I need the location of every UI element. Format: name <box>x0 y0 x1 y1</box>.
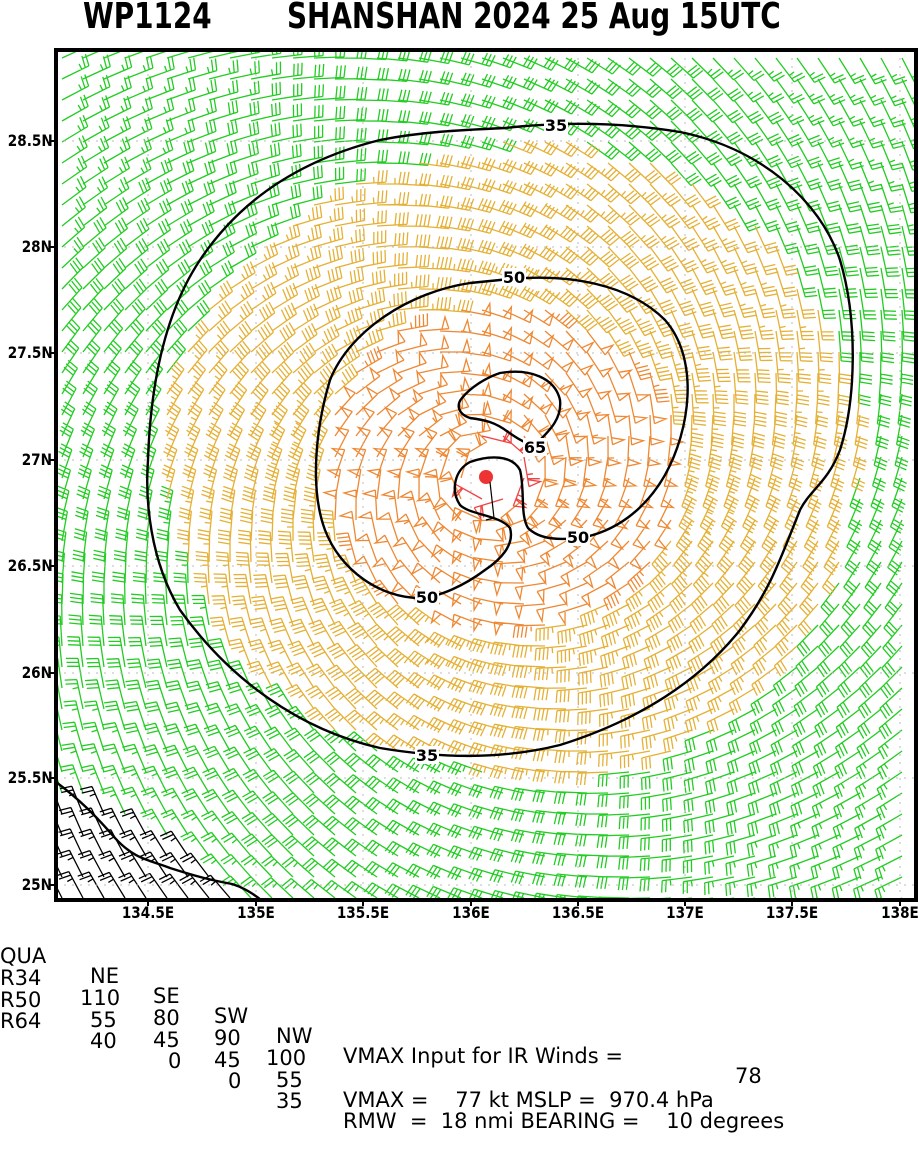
stats-r64-row: R64 40 0 0 35 RMW = 18 nmi BEARING = 10 … <box>0 991 784 1132</box>
r34-label: R34 <box>0 966 42 990</box>
plot-title: WP1124 SHANSHAN 2024 25 Aug 15UTC <box>0 0 919 40</box>
r34-sw: 90 <box>214 1026 241 1050</box>
plot-frame <box>54 48 918 902</box>
lat-label: 26N <box>21 663 52 682</box>
stats-r34-row: R34 110 80 90 100 <box>0 948 306 1069</box>
contours <box>56 122 854 900</box>
contour-50 <box>314 276 689 600</box>
lon-label: 136E <box>452 903 490 922</box>
center-track <box>485 481 495 521</box>
quadrant-ne: NE <box>90 964 119 988</box>
contour-label: 50 <box>567 528 589 547</box>
r64-ne: 40 <box>90 1029 117 1053</box>
contour-label: 50 <box>503 268 525 287</box>
axis-ticks <box>50 140 901 906</box>
vmax-ir-label: VMAX Input for IR Winds = <box>343 1044 623 1068</box>
quadrant-sw: SW <box>214 1004 249 1028</box>
contour-35 <box>146 122 854 758</box>
r64-label: R64 <box>0 1009 42 1033</box>
quadrant-label: QUA <box>0 944 47 968</box>
lat-label: 27.5N <box>7 343 53 362</box>
lat-label: 27N <box>21 450 52 469</box>
lat-label: 25N <box>21 875 52 894</box>
stats-r50-row: R50 55 45 45 55 VMAX = 77 kt MSLP = 970.… <box>0 970 714 1111</box>
lon-label: 137.5E <box>765 903 819 922</box>
storm-name-time: SHANSHAN 2024 25 Aug 15UTC <box>287 0 781 37</box>
storm-center-marker <box>479 470 493 484</box>
r50-nw: 55 <box>276 1068 303 1092</box>
stats-header-row: QUA NE SE SW NW VMAX Input for IR Winds … <box>0 926 762 1087</box>
lon-label: 136.5E <box>551 903 605 922</box>
vmax-mslp-text: VMAX = 77 kt MSLP = 970.4 hPa <box>343 1088 714 1112</box>
r64-se: 0 <box>168 1049 182 1073</box>
r50-se: 45 <box>153 1028 180 1052</box>
lon-label: 138E <box>881 903 919 922</box>
r34-nw: 100 <box>266 1046 307 1070</box>
r50-label: R50 <box>0 988 42 1012</box>
lon-label: 135.5E <box>336 903 390 922</box>
lat-label: 25.5N <box>7 768 53 787</box>
lon-label: 135E <box>237 903 275 922</box>
contour-labels: 35 35 50 50 50 65 <box>415 116 590 765</box>
r34-ne: 110 <box>80 986 121 1010</box>
wind-barb-map: 35 35 50 50 50 65 <box>50 48 918 906</box>
lat-label: 28N <box>21 237 52 256</box>
lat-label: 28.5N <box>7 131 53 150</box>
r50-ne: 55 <box>90 1008 117 1032</box>
quadrant-se: SE <box>153 984 180 1008</box>
quadrant-nw: NW <box>276 1024 313 1048</box>
contour-label: 50 <box>416 588 438 607</box>
r64-nw: 35 <box>276 1089 303 1113</box>
contour-label: 35 <box>545 116 567 135</box>
lon-label: 137E <box>666 903 704 922</box>
contour-label: 35 <box>416 746 438 765</box>
storm-id: WP1124 <box>83 0 212 37</box>
lon-label: 134.5E <box>121 903 175 922</box>
coastline <box>56 781 264 900</box>
vmax-ir-value: 78 <box>735 1064 762 1088</box>
contour-label: 65 <box>524 438 546 457</box>
rmw-bearing-text: RMW = 18 nmi BEARING = 10 degrees <box>343 1109 785 1133</box>
lat-label: 26.5N <box>7 556 53 575</box>
r34-se: 80 <box>153 1006 180 1030</box>
r64-sw: 0 <box>228 1069 242 1093</box>
contour-65 <box>457 370 562 445</box>
wind-barbs <box>56 50 916 900</box>
r50-sw: 45 <box>214 1048 241 1072</box>
wind-radii-table: QUA NE SE SW NW VMAX Input for IR Winds … <box>0 922 919 1132</box>
